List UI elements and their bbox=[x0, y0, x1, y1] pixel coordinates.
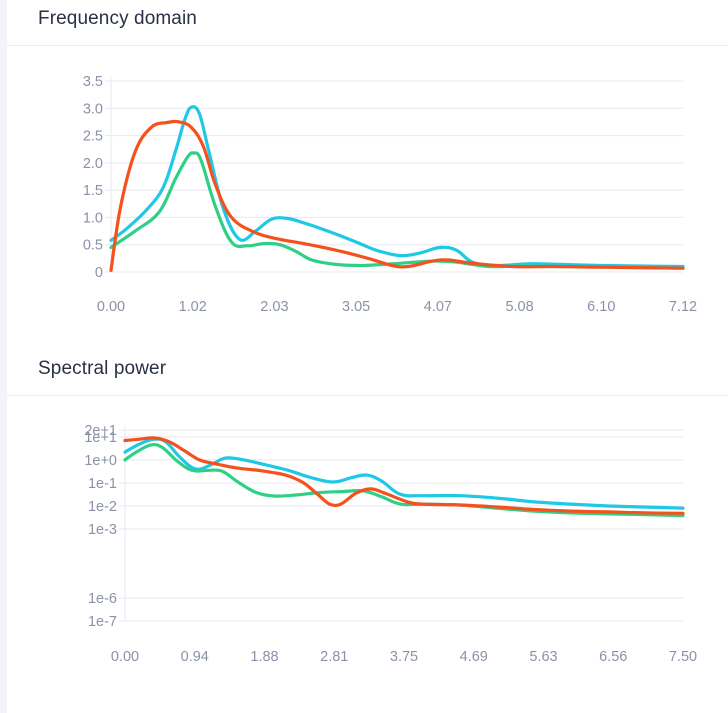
x-tick-label: 0.00 bbox=[97, 299, 125, 315]
series-line-3 bbox=[123, 436, 685, 515]
x-tick-label: 1.88 bbox=[250, 649, 278, 665]
y-tick-label: 3.5 bbox=[83, 74, 103, 90]
y-tick-label: 1e-6 bbox=[88, 591, 117, 607]
y-tick-label: 1e-3 bbox=[88, 522, 117, 538]
x-tick-label: 2.81 bbox=[320, 649, 348, 665]
x-tick-label: 5.63 bbox=[529, 649, 557, 665]
y-tick-label: 1e-2 bbox=[88, 499, 117, 515]
series-line-1 bbox=[123, 437, 685, 510]
panel-header: Frequency domain bbox=[7, 0, 728, 46]
y-tick-label: 2.0 bbox=[83, 156, 103, 172]
x-tick-label: 3.75 bbox=[390, 649, 418, 665]
y-tick-label: 1.0 bbox=[83, 210, 103, 226]
series-line-2 bbox=[109, 151, 685, 270]
x-tick-label: 4.69 bbox=[460, 649, 488, 665]
frequency-domain-chart: 0 0.5 1.0 1.5 2.0 2.5 3.0 3.5 0.00 1.02 2.03 3.05 4.… bbox=[83, 74, 697, 315]
x-tick-label: 7.50 bbox=[669, 649, 697, 665]
y-tick-label: 3.0 bbox=[83, 101, 103, 117]
x-tick-label: 0.00 bbox=[111, 649, 139, 665]
y-tick-label: 1e-7 bbox=[88, 614, 117, 630]
left-sidebar-strip bbox=[0, 0, 7, 713]
x-tick-label: 7.12 bbox=[669, 299, 697, 315]
frequency-domain-panel: Frequency domain 0 0.5 1.0 1.5 2.0 2.5 3.0 3.5 0… bbox=[7, 0, 728, 345]
x-tick-label: 0.94 bbox=[181, 649, 209, 665]
panel-title: Frequency domain bbox=[38, 8, 197, 29]
x-tick-label: 1.02 bbox=[179, 299, 207, 315]
y-tick-label: 1e-1 bbox=[88, 476, 117, 492]
x-tick-label: 6.10 bbox=[587, 299, 615, 315]
y-tick-label: 2.5 bbox=[83, 129, 103, 145]
x-tick-label: 6.56 bbox=[599, 649, 627, 665]
y-tick-label: 2e+1 bbox=[84, 423, 117, 439]
panel-header: Spectral power bbox=[7, 350, 728, 396]
spectral-power-panel: Spectral power 1e-7 1e-6 1e-3 1e-2 1e-1 1e+0 1… bbox=[7, 350, 728, 713]
series-line-3 bbox=[109, 119, 685, 272]
spectral-power-chart: 1e-7 1e-6 1e-3 1e-2 1e-1 1e+0 1e+12e+1 0.00 0.94… bbox=[84, 423, 697, 665]
series-line-1 bbox=[109, 105, 685, 269]
y-tick-label: 1e+1 bbox=[84, 430, 117, 446]
panel-title: Spectral power bbox=[38, 358, 167, 379]
y-tick-label: 1.5 bbox=[83, 183, 103, 199]
x-tick-label: 5.08 bbox=[505, 299, 533, 315]
x-tick-label: 2.03 bbox=[260, 299, 288, 315]
y-tick-label: 0.5 bbox=[83, 238, 103, 254]
x-tick-label: 4.07 bbox=[424, 299, 452, 315]
y-tick-label: 0 bbox=[95, 265, 103, 281]
x-tick-label: 3.05 bbox=[342, 299, 370, 315]
y-tick-label: 1e+0 bbox=[84, 453, 117, 469]
